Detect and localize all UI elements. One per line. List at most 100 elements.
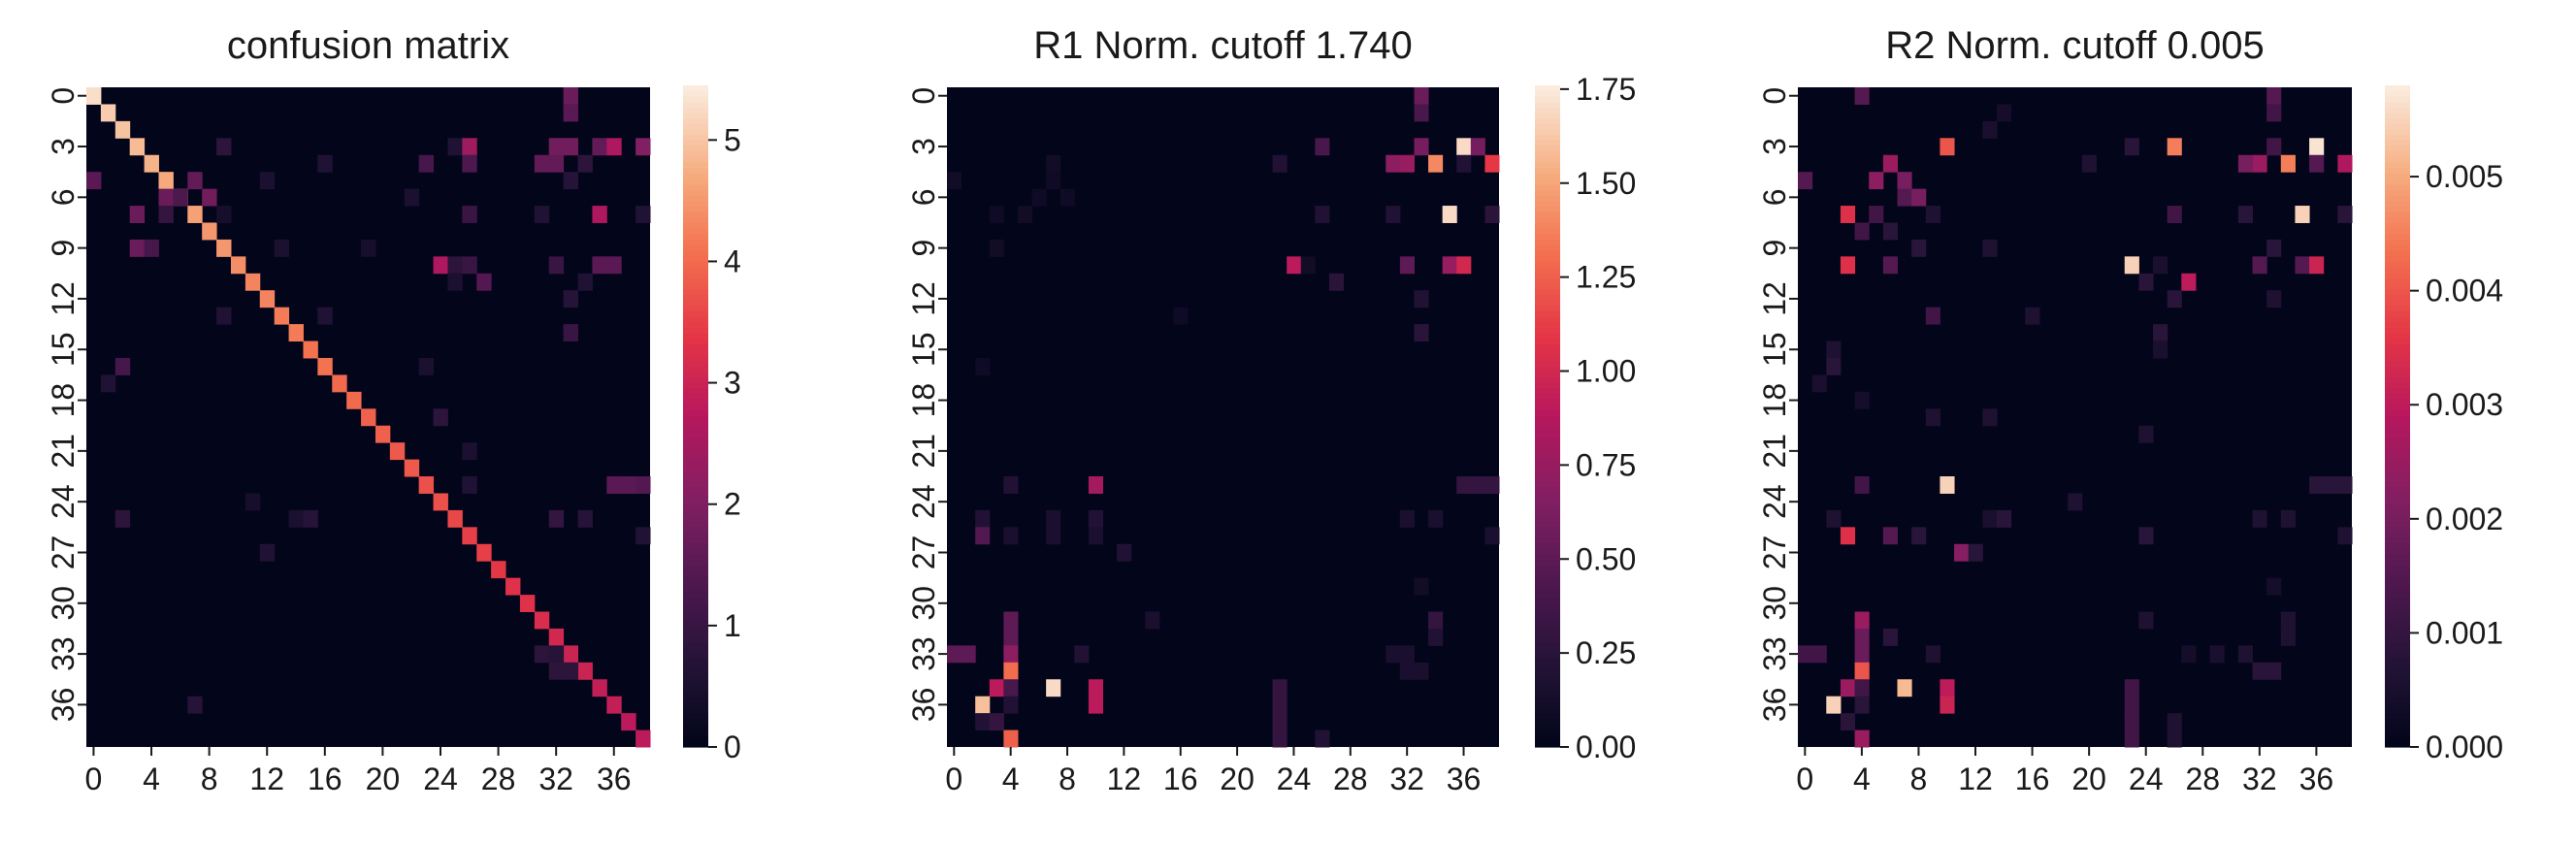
heatmap-cell (1046, 527, 1061, 545)
colorbar-segment (1535, 581, 1560, 588)
colorbar-segment (683, 713, 708, 721)
colorbar-segment (683, 140, 708, 147)
colorbar-segment (1535, 316, 1560, 323)
heatmap-cell (2167, 713, 2182, 731)
colorbar-segment (2385, 614, 2410, 621)
colorbar-segment (2385, 697, 2410, 704)
colorbar-segment (683, 339, 708, 345)
heatmap-cell (1925, 307, 1940, 325)
y-tick-label: 6 (906, 188, 941, 206)
heatmap-cell (2124, 713, 2139, 731)
colorbar-segment (1535, 273, 1560, 279)
colorbar-segment (2385, 692, 2410, 698)
colorbar-segment (1535, 250, 1560, 257)
heatmap-cell (563, 662, 579, 680)
colorbar-segment (683, 207, 708, 213)
colorbar-segment (2385, 433, 2410, 439)
y-tick-label: 12 (906, 281, 941, 316)
heatmap-cell (2266, 577, 2282, 596)
colorbar-segment (1535, 554, 1560, 561)
colorbar-segment (2385, 449, 2410, 456)
heatmap-cell (100, 374, 116, 393)
colorbar-segment (1535, 443, 1560, 450)
colorbar-segment (1535, 526, 1560, 533)
heatmap-cell (636, 206, 651, 223)
heatmap-cell (1060, 188, 1075, 207)
colorbar-segment (1535, 405, 1560, 411)
colorbar-segment (683, 587, 708, 594)
colorbar-segment (2385, 234, 2410, 241)
heatmap-cell (548, 645, 565, 664)
colorbar-segment (1535, 234, 1560, 241)
colorbar-segment (683, 515, 708, 522)
colorbar-segment (683, 675, 708, 682)
colorbar-segment (2385, 107, 2410, 114)
heatmap-cell (1798, 645, 1813, 664)
x-tick-label: 16 (1163, 762, 1198, 796)
y-tick-label: 21 (906, 434, 941, 469)
colorbar-segment (1535, 570, 1560, 577)
colorbar-segment (1535, 433, 1560, 439)
colorbar-segment (683, 90, 708, 97)
heatmap-cell (1826, 357, 1842, 375)
colorbar-segment (2385, 355, 2410, 362)
y-tick-label: 21 (1757, 434, 1792, 469)
heatmap-cell (636, 527, 651, 545)
colorbar-segment (1535, 470, 1560, 478)
y-tick-label: 27 (906, 535, 941, 570)
colorbar-segment (2385, 240, 2410, 246)
colorbar-segment (683, 438, 708, 445)
colorbar-segment (1535, 217, 1560, 224)
heatmap-cell (418, 154, 435, 173)
colorbar-segment (2385, 90, 2410, 97)
colorbar-segment (683, 189, 708, 197)
colorbar-segment (1535, 735, 1560, 742)
heatmap-cell (114, 357, 131, 375)
colorbar-segment (1535, 449, 1560, 456)
colorbar-segment (683, 730, 708, 737)
y-tick-label: 33 (46, 636, 81, 671)
heatmap-cell (606, 138, 622, 156)
colorbar-segment (683, 636, 708, 643)
x-tick-label: 20 (1220, 762, 1255, 796)
x-tick-label: 28 (481, 762, 516, 796)
colorbar-segment (2385, 438, 2410, 445)
colorbar-segment (2385, 686, 2410, 693)
colorbar-segment (683, 542, 708, 549)
colorbar-segment (683, 614, 708, 621)
heatmap-cell (989, 239, 1004, 257)
heatmap-cell (1414, 290, 1429, 308)
heatmap-cell (2167, 290, 2182, 308)
heatmap-cell (158, 206, 174, 223)
heatmap-cell (2309, 256, 2325, 275)
chart-title: R1 Norm. cutoff 1.740 (1033, 24, 1413, 67)
y-tick-label: 0 (46, 87, 81, 105)
heatmap-cell (1996, 509, 2012, 528)
colorbar-segment (1535, 156, 1560, 164)
colorbar-segment (2385, 195, 2410, 202)
heatmap-cell (1982, 509, 1998, 528)
colorbar-segment (1535, 283, 1560, 290)
y-tick-label: 24 (1757, 484, 1792, 519)
colorbar-segment (1535, 559, 1560, 567)
colorbar-tick-label: 4 (724, 243, 741, 278)
heatmap-cell (1982, 408, 1998, 427)
heatmap-cell (447, 273, 463, 291)
heatmap-cell (187, 696, 203, 714)
colorbar-segment (2385, 675, 2410, 682)
x-tick-label: 32 (1389, 762, 1424, 796)
heatmap-cell (563, 324, 579, 342)
x-tick-label: 28 (2185, 762, 2220, 796)
heatmap-cell (2124, 679, 2139, 697)
heatmap-cell (2337, 154, 2353, 173)
heatmap-cell (187, 206, 203, 223)
colorbar-segment (1535, 487, 1560, 495)
colorbar-segment (2385, 532, 2410, 538)
heatmap-cell (462, 206, 477, 223)
colorbar-segment (683, 416, 708, 423)
heatmap-cell (1399, 154, 1415, 173)
colorbar-segment (683, 377, 708, 384)
heatmap-cell (1869, 172, 1884, 190)
colorbar-segment (2385, 427, 2410, 434)
